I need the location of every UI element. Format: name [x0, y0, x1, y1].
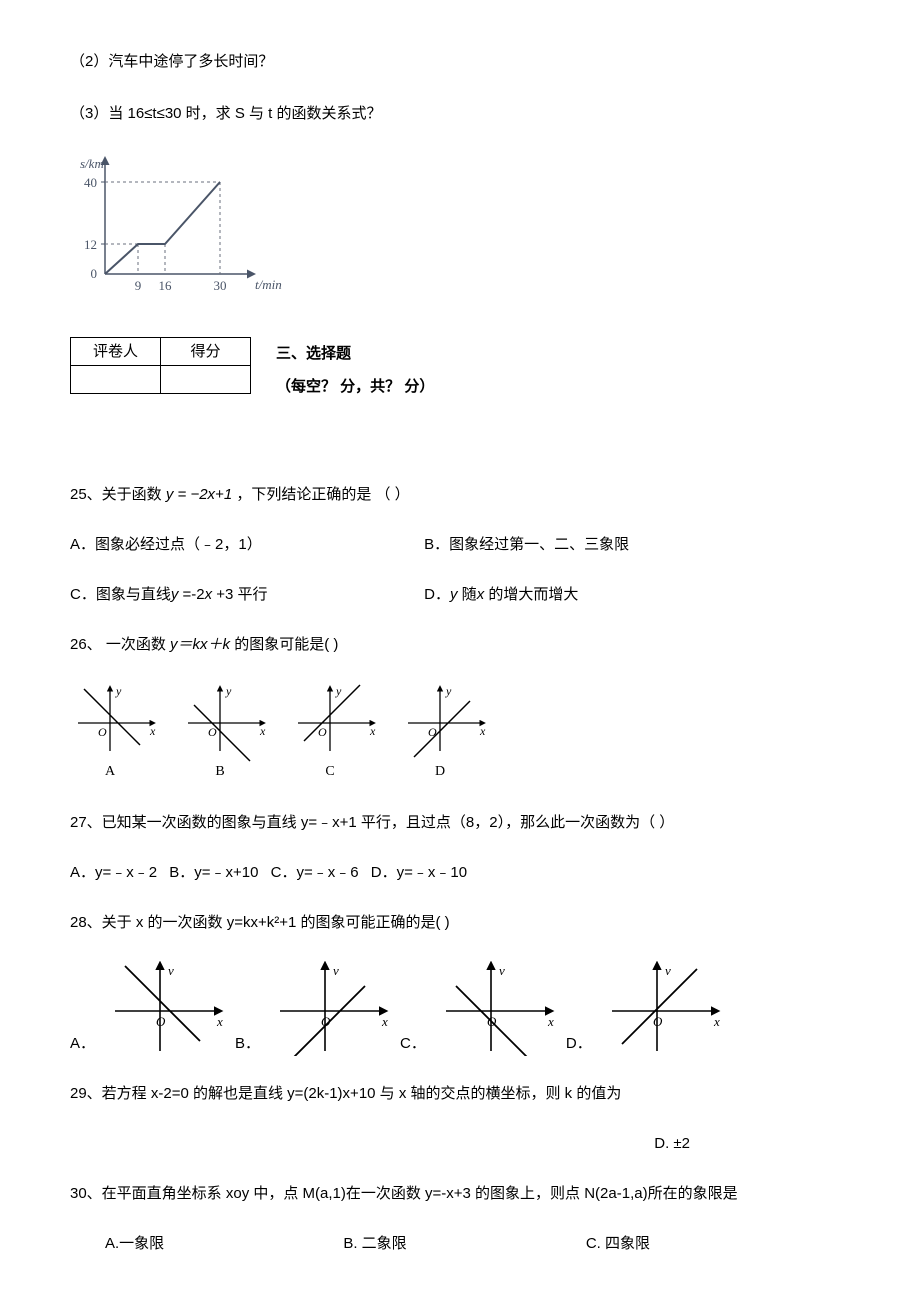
svg-text:x: x [216, 1014, 223, 1029]
q26-suffix: 的图象可能是( ) [234, 636, 338, 653]
svg-text:9: 9 [135, 278, 142, 293]
svg-text:v: v [168, 963, 174, 978]
question-30: 30、在平面直角坐标系 xoy 中，点 M(a,1)在一次函数 y=-x+3 的… [70, 1182, 850, 1206]
svg-text:y: y [335, 684, 342, 698]
svg-text:x: x [547, 1014, 554, 1029]
svg-text:O: O [653, 1014, 663, 1029]
q28-option-label-0: A． [70, 1032, 95, 1056]
svg-text:t/min: t/min [255, 277, 282, 292]
question-28: 28、关于 x 的一次函数 y=kx+k²+1 的图象可能正确的是( ) [70, 911, 850, 935]
score-cell-grader [71, 366, 161, 394]
svg-text:y: y [445, 684, 452, 698]
q25-option-a: A．图象必经过点（﹣2，1） [70, 533, 420, 557]
q30-options: A.一象限 B. 二象限 C. 四象限 [70, 1232, 850, 1256]
svg-text:x: x [479, 724, 486, 738]
svg-text:O: O [156, 1014, 166, 1029]
question-29: 29、若方程 x-2=0 的解也是直线 y=(2k-1)x+10 与 x 轴的交… [70, 1082, 850, 1106]
question-2-text: （2）汽车中途停了多长时间？ [70, 50, 850, 74]
q25-option-c: C．图象与直线y =-2x +3 平行 [70, 583, 420, 607]
q26-formula: y＝kx＋k [170, 636, 230, 653]
q28-option-label-3: D． [566, 1032, 592, 1056]
q25-option-d: D．y 随x 的增大而增大 [424, 586, 578, 603]
svg-text:s/km: s/km [80, 156, 104, 171]
q25-formula: y = −2x+1 [166, 486, 232, 503]
svg-text:x: x [369, 724, 376, 738]
score-table: 评卷人 得分 [70, 337, 251, 394]
score-header-score: 得分 [161, 338, 251, 366]
q25-options-row2: C．图象与直线y =-2x +3 平行 D．y 随x 的增大而增大 [70, 583, 850, 607]
question-26: 26、 一次函数 y＝kx＋k 的图象可能是( ) [70, 633, 850, 657]
q30-option-c: C. 四象限 [586, 1232, 650, 1256]
svg-text:30: 30 [214, 278, 227, 293]
section-title: 三、选择题 [276, 337, 434, 370]
question-3-text: （3）当 16≤t≤30 时，求 S 与 t 的函数关系式？ [70, 102, 850, 126]
q27-option-a: A．y=﹣x﹣2 [70, 861, 157, 885]
svg-text:40: 40 [84, 175, 97, 190]
q27-option-d: D．y=﹣x﹣10 [371, 861, 467, 885]
svg-text:O: O [98, 725, 107, 739]
svg-text:y: y [115, 684, 122, 698]
svg-text:x: x [259, 724, 266, 738]
svg-text:x: x [381, 1014, 388, 1029]
svg-text:v: v [333, 963, 339, 978]
svg-text:x: x [713, 1014, 720, 1029]
q27-options: A．y=﹣x﹣2 B．y=﹣x+10 C．y=﹣x﹣6 D．y=﹣x﹣10 [70, 861, 850, 885]
svg-text:x: x [149, 724, 156, 738]
distance-time-chart: 40 12 0 9 16 30 s/km t/min [70, 154, 850, 317]
svg-text:16: 16 [159, 278, 173, 293]
q27-option-c: C．y=﹣x﹣6 [271, 861, 359, 885]
q30-option-a: A.一象限 [105, 1232, 164, 1256]
section-subtitle: （每空？ 分，共？ 分） [276, 370, 434, 403]
score-header-grader: 评卷人 [71, 338, 161, 366]
svg-text:C: C [325, 764, 334, 779]
svg-text:0: 0 [91, 266, 98, 281]
svg-text:A: A [105, 764, 116, 779]
question-27: 27、已知某一次函数的图象与直线 y=﹣x+1 平行，且过点（8，2），那么此一… [70, 811, 850, 835]
section-header-row: 评卷人 得分 三、选择题 （每空？ 分，共？ 分） [70, 337, 850, 403]
svg-text:v: v [665, 963, 671, 978]
q28-option-label-2: C． [400, 1032, 426, 1056]
svg-text:v: v [499, 963, 505, 978]
q29-option-d: D. ±2 [70, 1132, 850, 1156]
question-25: 25、关于函数 y = −2x+1 ，下列结论正确的是 （ ） [70, 483, 850, 507]
q25-options-row1: A．图象必经过点（﹣2，1） B．图象经过第一、二、三象限 [70, 533, 850, 557]
q28-graphs: A．vxOB．vxOC．vxOD．vxO [70, 961, 850, 1056]
svg-text:O: O [428, 725, 437, 739]
q27-option-b: B．y=﹣x+10 [169, 861, 258, 885]
q26-graphs: yxOAyxOByxOCyxOD [70, 683, 850, 791]
svg-text:O: O [318, 725, 327, 739]
score-cell-score [161, 366, 251, 394]
svg-text:D: D [435, 764, 445, 779]
svg-text:12: 12 [84, 237, 97, 252]
q25-prefix: 25、关于函数 [70, 486, 162, 503]
svg-text:B: B [215, 764, 224, 779]
q25-option-b: B．图象经过第一、二、三象限 [424, 536, 629, 553]
q30-option-b: B. 二象限 [343, 1232, 406, 1256]
q26-prefix: 26、 一次函数 [70, 636, 170, 653]
q25-suffix: ，下列结论正确的是 （ ） [236, 486, 409, 503]
q28-option-label-1: B． [235, 1032, 260, 1056]
section-title-block: 三、选择题 （每空？ 分，共？ 分） [276, 337, 434, 403]
svg-text:y: y [225, 684, 232, 698]
